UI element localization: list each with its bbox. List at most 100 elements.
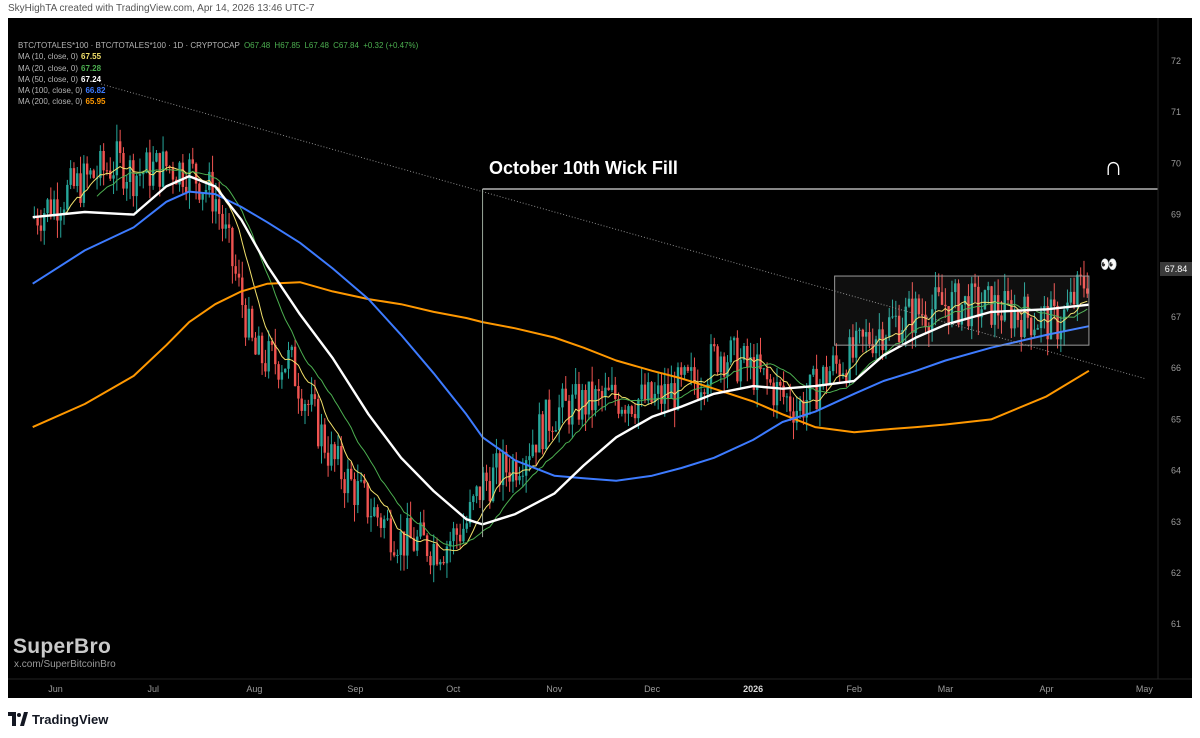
candle-body: [950, 292, 954, 324]
candle-body: [184, 186, 188, 193]
candle-body: [270, 341, 274, 345]
legend-ma50[interactable]: MA (50, close, 0) 67.24: [18, 74, 418, 85]
candle-body: [151, 161, 155, 186]
candle-body: [465, 523, 468, 529]
candle-body: [907, 298, 911, 307]
candle-body: [607, 387, 610, 391]
candle-body: [831, 355, 835, 372]
legend-ma10[interactable]: MA (10, close, 0) 67.55: [18, 51, 418, 62]
candle-body: [676, 367, 680, 410]
candle-body: [498, 453, 501, 486]
wick-fill-annotation[interactable]: October 10th Wick Fill: [489, 158, 678, 178]
candle-body: [996, 295, 1000, 316]
legend-ma200[interactable]: MA (200, close, 0) 65.95: [18, 96, 418, 107]
candle-body: [699, 392, 703, 399]
candle-body: [660, 385, 663, 404]
candle-body: [584, 390, 587, 415]
candle-body: [56, 199, 59, 221]
attribution-text: SkyHighTA created with TradingView.com, …: [8, 3, 315, 14]
candle-body: [897, 315, 901, 343]
candle-body: [300, 398, 303, 411]
chart-panel[interactable]: 727170696867666564636261JunJulAugSepOctN…: [8, 18, 1192, 698]
candle-body: [429, 556, 432, 566]
legend-value: 65.95: [85, 97, 106, 107]
candle-body: [930, 309, 934, 332]
candle-body: [993, 295, 997, 325]
candle-body: [815, 368, 818, 410]
candle-body: [650, 382, 653, 403]
y-tick-label: 72: [1171, 56, 1181, 66]
x-tick-label: Aug: [246, 684, 262, 694]
candle-body: [313, 394, 317, 400]
candle-body: [871, 344, 874, 354]
candle-body: [333, 444, 336, 460]
candle-body: [145, 152, 148, 173]
price-chart-svg[interactable]: 727170696867666564636261JunJulAugSepOctN…: [8, 18, 1192, 698]
candle-body: [732, 337, 736, 341]
candle-body: [155, 153, 158, 162]
candle-body: [109, 170, 112, 179]
candle-body: [452, 528, 455, 542]
tradingview-footer[interactable]: TradingView: [8, 709, 108, 729]
candle-body: [775, 381, 779, 406]
candle-body: [363, 480, 366, 484]
candle-body: [293, 346, 297, 387]
candle-body: [171, 167, 175, 180]
candle-body: [416, 536, 419, 551]
candle-body: [858, 329, 861, 331]
legend-ma20[interactable]: MA (20, close, 0) 67.28: [18, 63, 418, 74]
candle-body: [76, 173, 79, 187]
y-tick-label: 69: [1171, 210, 1181, 220]
candle-body: [686, 367, 690, 371]
candle-body: [973, 283, 977, 287]
candle-body: [944, 304, 947, 307]
candle-body: [878, 329, 881, 340]
candle-body: [798, 400, 802, 411]
low-value: L67.48: [304, 41, 329, 50]
candle-body: [683, 367, 686, 375]
candle-body: [290, 346, 293, 351]
magnet-icon: ∩: [1104, 151, 1123, 181]
candle-body: [719, 356, 723, 373]
candle-body: [927, 326, 931, 332]
candle-body: [379, 517, 383, 528]
candle-body: [165, 151, 168, 167]
candle-body: [868, 332, 871, 345]
candle-body: [320, 424, 323, 447]
candle-body: [561, 388, 564, 408]
candle-body: [851, 337, 855, 358]
candle-body: [79, 173, 82, 203]
candle-body: [191, 159, 194, 164]
candle-body: [739, 359, 742, 382]
candle-body: [617, 398, 620, 414]
candle-body: [340, 446, 343, 480]
candle-body: [247, 308, 251, 338]
candle-body: [954, 283, 957, 293]
candle-body: [755, 354, 759, 390]
candle-body: [841, 373, 845, 377]
candle-body: [66, 184, 69, 210]
candle-body: [653, 393, 657, 403]
candle-body: [402, 531, 406, 556]
candle-body: [323, 424, 326, 453]
candle-body: [257, 335, 260, 355]
candle-body: [901, 330, 904, 343]
candle-body: [359, 480, 363, 482]
symbol-row[interactable]: BTC/TOTALES*100 · BTC/TOTALES*100 · 1D ·…: [18, 40, 418, 51]
tradingview-logo-icon: [8, 712, 28, 726]
watermark-handle: x.com/SuperBitcoinBro: [14, 659, 116, 670]
candle-body: [128, 160, 132, 183]
candle-body: [921, 314, 924, 316]
candle-body: [736, 337, 739, 382]
candle-body: [891, 316, 894, 318]
y-tick-label: 63: [1171, 517, 1181, 527]
legend-ma100[interactable]: MA (100, close, 0) 66.82: [18, 85, 418, 96]
y-tick-label: 64: [1171, 466, 1181, 476]
candle-body: [917, 298, 921, 315]
descending-trendline: [101, 83, 1145, 379]
candle-body: [515, 460, 518, 481]
consolidation-box: [834, 275, 1090, 346]
candle-body: [538, 414, 541, 453]
candle-body: [511, 460, 515, 482]
drawing-tools-layer: [101, 83, 1158, 538]
